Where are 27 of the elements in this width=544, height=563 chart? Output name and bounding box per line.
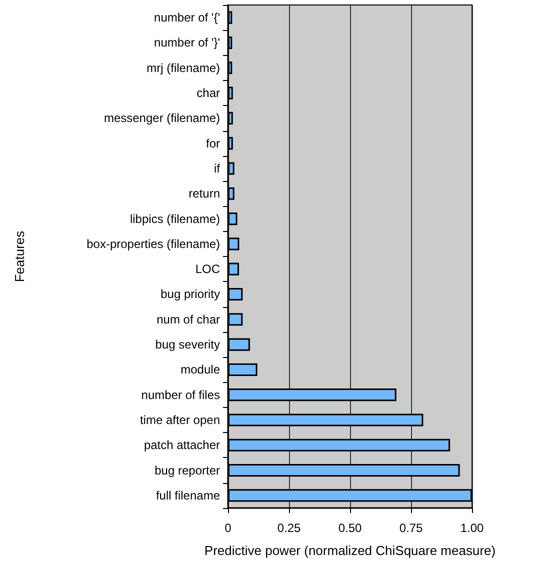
y-tick-label: full filename	[156, 488, 220, 502]
y-tick-label: number of files	[141, 388, 220, 402]
y-tick-label: char	[196, 86, 220, 100]
y-tick-label: messenger (filename)	[104, 111, 220, 126]
x-tick-label: 0.50	[338, 521, 362, 535]
y-tick-label: bug severity	[155, 338, 220, 352]
y-tick-label: box-properties (filename)	[86, 236, 220, 251]
y-tick-label: for	[206, 136, 220, 150]
y-tick-label: bug reporter	[154, 463, 220, 478]
y-tick-label: num of char	[156, 312, 220, 326]
y-tick-label: return	[188, 186, 220, 201]
y-tick-label: patch attacher	[144, 438, 220, 452]
y-tick-label: number of '}'	[154, 36, 220, 50]
x-axis-title: Predictive power (normalized ChiSquare measure)	[204, 543, 496, 558]
x-tick-label: 0.25	[277, 521, 301, 535]
y-tick-label: LOC	[195, 262, 220, 276]
y-tick-label: mrj (filename)	[146, 60, 220, 75]
y-axis-title: Features	[12, 230, 27, 282]
y-tick-label: if	[214, 161, 221, 176]
y-tick-label: number of '{'	[154, 10, 220, 25]
y-tick-label: bug priority	[160, 287, 220, 302]
y-tick-label: module	[180, 362, 220, 377]
x-tick-label: 0	[224, 521, 232, 535]
x-tick-label: 1.00	[460, 521, 484, 535]
x-tick-label: 0.75	[399, 521, 423, 535]
y-tick-label: libpics (filename)	[130, 212, 220, 226]
y-tick-label: time after open	[140, 412, 220, 427]
